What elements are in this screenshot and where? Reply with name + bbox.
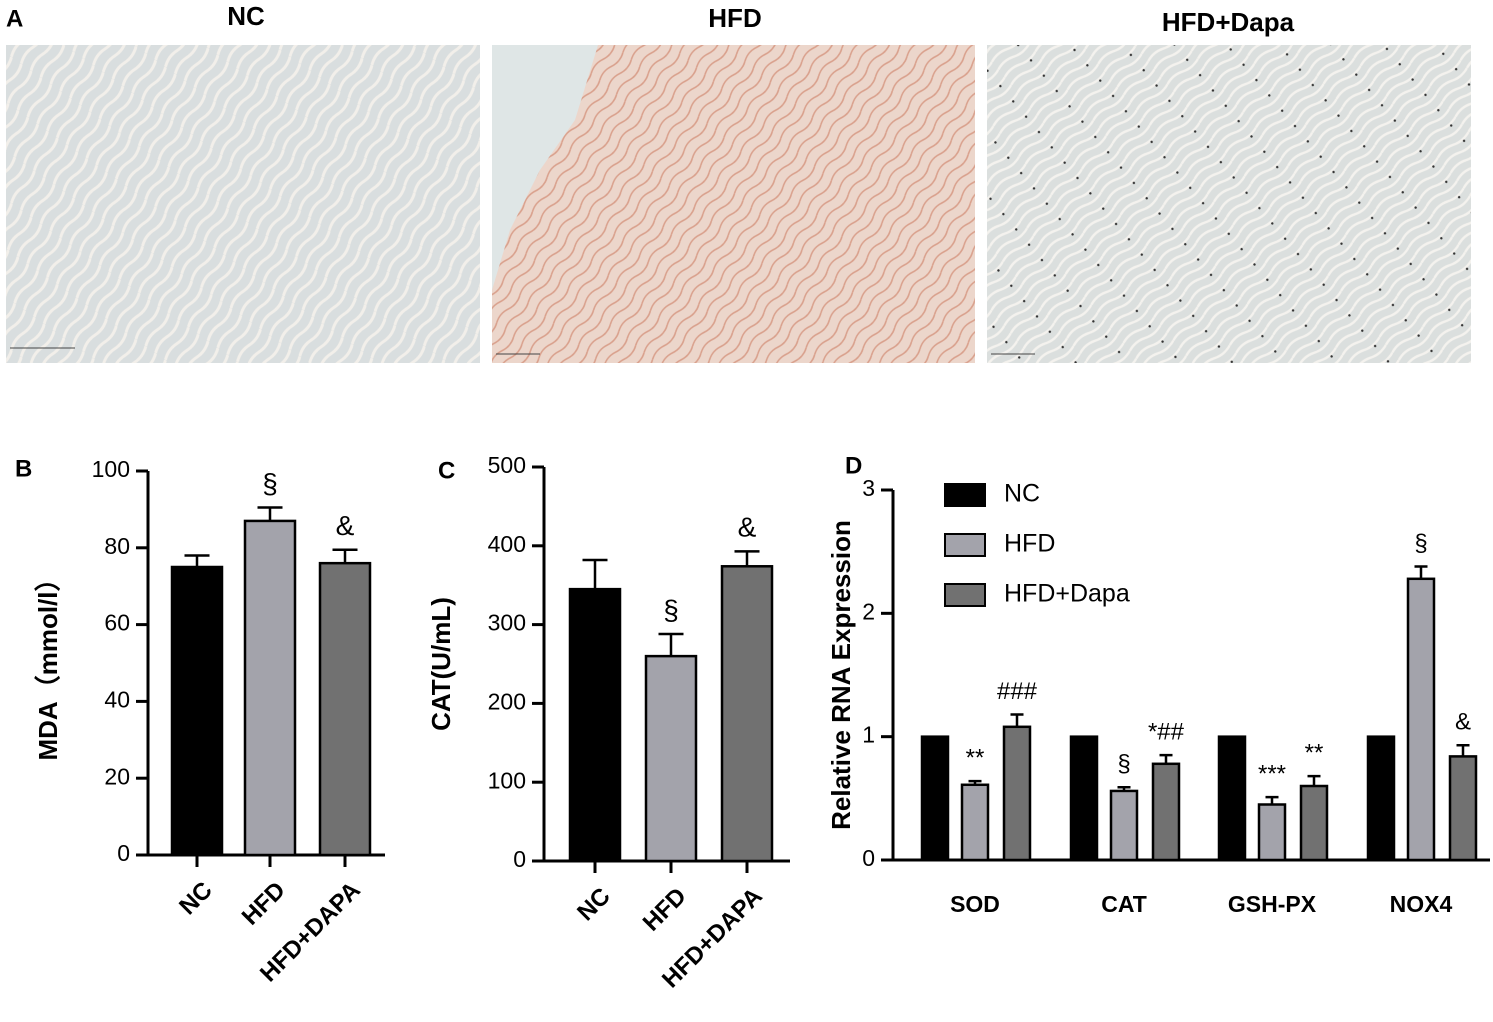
y-tick-label: 400	[488, 531, 526, 557]
error-bar	[257, 506, 283, 521]
x-tick-label: NOX4	[1390, 891, 1453, 917]
bar	[1217, 735, 1247, 862]
x-tick-label: NC	[572, 883, 616, 927]
y-tick-label: 0	[513, 846, 526, 872]
significance-label: §	[1414, 530, 1427, 557]
x-tick-label: CAT	[1101, 891, 1147, 917]
bar	[920, 735, 950, 862]
bar	[318, 561, 372, 857]
x-tick-label: NC	[174, 877, 218, 921]
x-tick-label: HFD	[237, 877, 291, 931]
bar	[1406, 577, 1436, 862]
y-tick-label: 200	[488, 688, 526, 714]
error-bar	[184, 554, 210, 567]
error-bar	[1456, 744, 1470, 757]
error-bar	[1117, 785, 1131, 791]
image-title: HFD	[708, 3, 761, 33]
y-tick-label: 60	[104, 610, 130, 636]
significance-label: &	[738, 512, 757, 543]
significance-label: ###	[997, 678, 1038, 705]
y-tick-label: 0	[862, 845, 875, 871]
micrograph-background	[492, 45, 598, 290]
y-tick-label: 20	[104, 763, 130, 789]
image-title: NC	[227, 1, 265, 31]
significance-label: §	[1117, 751, 1130, 778]
bar	[568, 587, 622, 863]
significance-label: ***	[1258, 760, 1286, 787]
significance-label: &	[336, 510, 355, 541]
panel-label: D	[845, 452, 862, 479]
y-tick-label: 40	[104, 686, 130, 712]
significance-label: &	[1455, 709, 1471, 736]
bar	[1257, 803, 1287, 862]
significance-label: *##	[1148, 719, 1185, 746]
significance-label: **	[1305, 739, 1324, 766]
micrograph	[987, 45, 1471, 363]
error-bar	[1307, 774, 1321, 786]
error-bar	[582, 558, 608, 590]
legend-label: HFD	[1004, 530, 1055, 558]
bar	[1069, 735, 1099, 862]
x-tick-label: HFD	[638, 883, 692, 937]
legend-label: HFD+Dapa	[1004, 580, 1130, 608]
y-tick-label: 80	[104, 533, 130, 559]
y-axis-label: MDA（mmol/l）	[33, 565, 63, 760]
y-tick-label: 1	[862, 722, 875, 748]
panel-label: C	[438, 457, 455, 484]
legend-swatch	[944, 583, 986, 607]
bar	[1002, 725, 1032, 862]
y-axis-label: CAT(U/mL)	[426, 597, 456, 731]
error-bar	[1159, 753, 1173, 764]
y-axis-label: Relative RNA Expression	[826, 520, 856, 830]
bar	[1299, 784, 1329, 862]
bar	[960, 783, 990, 862]
bar	[720, 565, 774, 863]
y-tick-label: 100	[488, 767, 526, 793]
error-bar	[1010, 713, 1024, 727]
significance-label: §	[663, 594, 679, 625]
error-bar	[658, 632, 684, 657]
y-tick-label: 2	[862, 598, 875, 624]
x-tick-label: SOD	[950, 891, 1000, 917]
bar	[243, 519, 297, 857]
legend-swatch	[944, 533, 986, 557]
y-tick-label: 500	[488, 452, 526, 478]
error-bar	[734, 550, 760, 567]
panel-label: B	[15, 455, 32, 482]
legend-label: NC	[1004, 480, 1040, 508]
error-bar	[968, 779, 982, 785]
bar	[1151, 762, 1181, 862]
panel-label: A	[6, 5, 23, 32]
micrograph	[6, 45, 480, 363]
error-bar	[1414, 565, 1428, 579]
y-tick-label: 0	[117, 840, 130, 866]
bar	[1109, 789, 1139, 862]
legend-swatch	[944, 483, 986, 507]
bar	[644, 654, 698, 863]
y-tick-label: 3	[862, 475, 875, 501]
y-tick-label: 100	[92, 456, 130, 482]
y-tick-label: 300	[488, 610, 526, 636]
error-bar	[332, 548, 358, 564]
bar	[1448, 755, 1478, 862]
image-title: HFD+Dapa	[1162, 7, 1295, 37]
bar	[170, 565, 224, 857]
significance-label: **	[966, 744, 985, 771]
significance-label: §	[262, 468, 278, 499]
bar	[1366, 735, 1396, 862]
error-bar	[1265, 795, 1279, 805]
x-tick-label: GSH-PX	[1228, 891, 1317, 917]
